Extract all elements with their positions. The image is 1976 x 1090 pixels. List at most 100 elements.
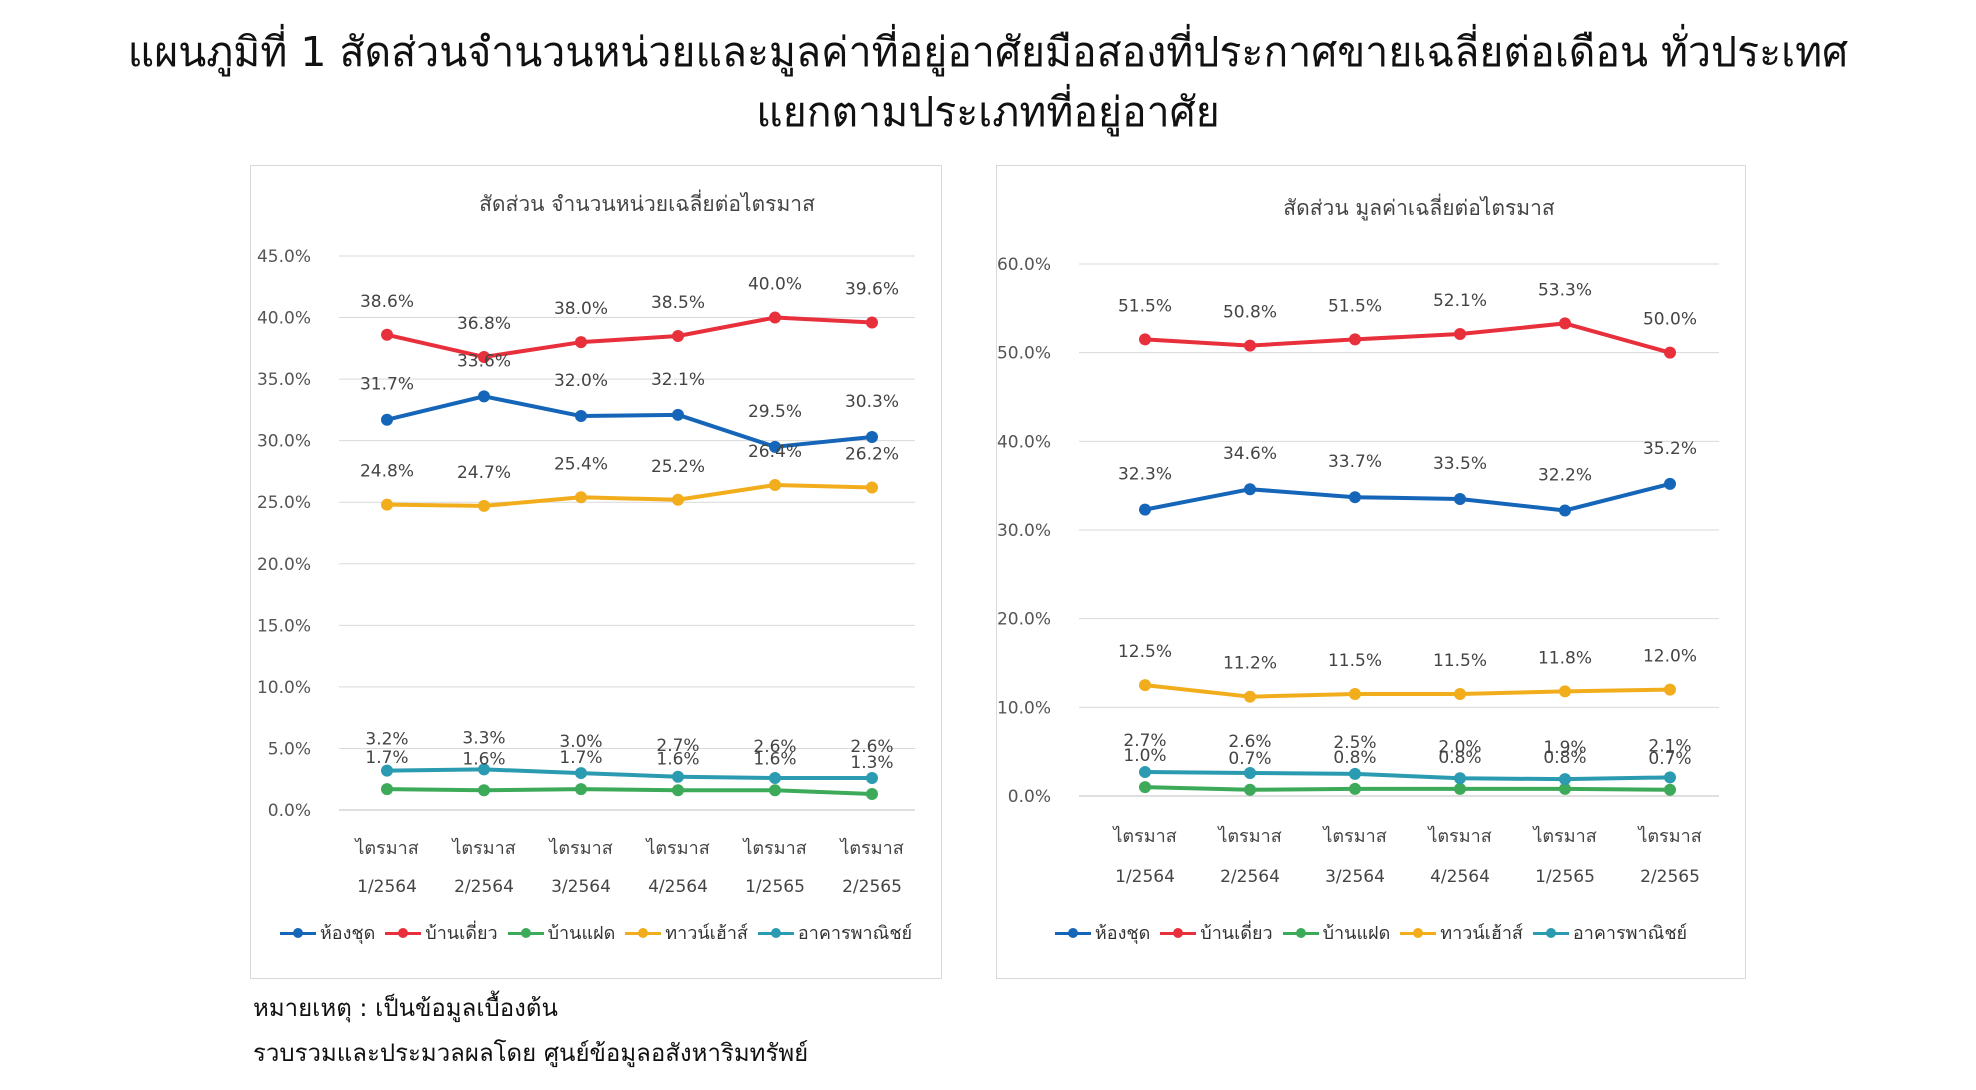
data-label: 26.4% (748, 442, 802, 462)
x-tick-label: 1/2565 (745, 877, 805, 897)
y-tick-label: 45.0% (257, 247, 311, 267)
data-point (1349, 688, 1361, 701)
legend-label: อาคารพาณิชย์ (797, 923, 913, 944)
data-label: 2.7% (1123, 731, 1166, 751)
x-tick-label: 3/2564 (1325, 867, 1385, 887)
data-label: 35.2% (1643, 439, 1697, 459)
data-point (575, 783, 587, 796)
x-tick-label: ไตรมาส (1216, 825, 1281, 847)
legend-item: ห้องชุด (1054, 918, 1150, 947)
data-point (575, 767, 587, 780)
data-point (478, 763, 490, 776)
data-point (1664, 783, 1676, 796)
legend-swatch (1160, 926, 1197, 940)
data-label: 1.6% (656, 749, 699, 769)
x-tick-label: ไตรมาส (450, 837, 515, 859)
data-label: 1.7% (559, 748, 602, 768)
data-point (1664, 346, 1676, 359)
data-point (672, 770, 684, 783)
data-point (478, 350, 490, 363)
chart-units-svg: สัดส่วน จำนวนหน่วยเฉลี่ยต่อไตรมาส 0.0% 5.0… (257, 189, 915, 897)
footnote: หมายเหตุ : เป็นข้อมูลเบื้องต้น (253, 994, 558, 1022)
legend-swatch (279, 926, 316, 940)
data-label: 40.0% (748, 275, 802, 295)
data-point (1454, 492, 1466, 505)
y-tick-label: 50.0% (997, 344, 1051, 364)
x-tick-label: 2/2565 (842, 877, 902, 897)
data-label: 0.8% (1438, 748, 1481, 768)
series-line (386, 394, 873, 449)
legend-label: บ้านแฝด (1322, 923, 1391, 944)
data-point (769, 311, 781, 324)
data-point (1559, 317, 1571, 330)
x-tick-label: ไตรมาส (1636, 825, 1701, 847)
x-tick-label: 4/2564 (1430, 867, 1490, 887)
y-tick-label: 40.0% (997, 432, 1051, 452)
data-point (672, 493, 684, 506)
data-label: 30.3% (845, 392, 899, 412)
data-point (1349, 333, 1361, 346)
data-label: 3.2% (365, 730, 408, 750)
data-label: 1.6% (753, 749, 796, 769)
data-label: 11.5% (1328, 651, 1382, 671)
data-point (1244, 483, 1256, 496)
page-title-line-1: แผนภูมิที่ 1 สัดส่วนจำนวนหน่วยและมูลค่าท… (127, 28, 1849, 76)
data-point (381, 328, 393, 341)
page-title-line-2: แยกตามประเภทที่อยู่อาศัย (756, 88, 1220, 136)
data-point (1559, 773, 1571, 786)
data-label: 11.2% (1223, 654, 1277, 674)
chart-units-legend: ห้องชุด บ้านเดี่ยว บ้านแฝด ทาวน์เฮ้าส์ อาคาร… (251, 918, 941, 947)
x-tick-label: 4/2564 (648, 877, 708, 897)
data-label: 0.8% (1333, 748, 1376, 768)
data-label: 33.5% (1433, 454, 1487, 474)
data-point (769, 478, 781, 491)
data-label: 38.6% (360, 292, 414, 312)
x-tick-label: 2/2564 (454, 877, 514, 897)
legend-label: ทาวน์เฮ้าส์ (665, 923, 748, 944)
y-tick-label: 0.0% (268, 801, 311, 821)
data-point (1139, 333, 1151, 346)
legend-label: อาคารพาณิชย์ (1572, 923, 1688, 944)
data-label: 33.7% (1328, 452, 1382, 472)
x-tick-label: ไตรมาส (1321, 825, 1386, 847)
data-point (672, 408, 684, 421)
legend-swatch (625, 926, 662, 940)
data-label: 3.0% (559, 732, 602, 752)
data-label: 34.6% (1223, 444, 1277, 464)
data-label: 32.2% (1538, 465, 1592, 485)
legend-item: ทาวน์เฮ้าส์ (625, 918, 748, 947)
x-tick-label: ไตรมาส (1426, 825, 1491, 847)
data-point (381, 413, 393, 426)
data-point (1664, 771, 1676, 784)
data-point (866, 430, 878, 443)
data-label: 1.7% (365, 748, 408, 768)
legend-swatch (507, 926, 544, 940)
data-point (1349, 767, 1361, 780)
data-point (1664, 683, 1676, 696)
data-label: 24.8% (360, 462, 414, 482)
y-tick-label: 0.0% (1008, 787, 1051, 807)
data-point (1454, 328, 1466, 341)
data-point (769, 784, 781, 797)
data-point (1559, 504, 1571, 517)
data-point (1139, 503, 1151, 516)
data-label: 50.8% (1223, 303, 1277, 323)
legend-swatch (757, 926, 794, 940)
data-point (769, 440, 781, 453)
series-line (386, 767, 872, 780)
data-label: 51.5% (1118, 296, 1172, 316)
legend-item: อาคารพาณิชย์ (1532, 918, 1688, 947)
data-point (672, 330, 684, 343)
chart-panel-value: สัดส่วน มูลค่าเฉลี่ยต่อไตรมาส 0.0% 10.0% 20… (996, 165, 1746, 979)
data-point (1244, 766, 1256, 779)
data-point (1559, 782, 1571, 795)
data-label: 1.6% (462, 749, 505, 769)
data-label: 1.3% (850, 753, 893, 773)
data-point (866, 771, 878, 784)
chart-title: สัดส่วน จำนวนหน่วยเฉลี่ยต่อไตรมาส (479, 189, 815, 216)
data-label: 11.8% (1538, 648, 1592, 668)
data-label: 29.5% (748, 402, 802, 422)
legend-item: บ้านเดี่ยว (385, 918, 498, 947)
data-label: 2.7% (656, 736, 699, 756)
x-tick-label: ไตรมาส (353, 837, 418, 859)
